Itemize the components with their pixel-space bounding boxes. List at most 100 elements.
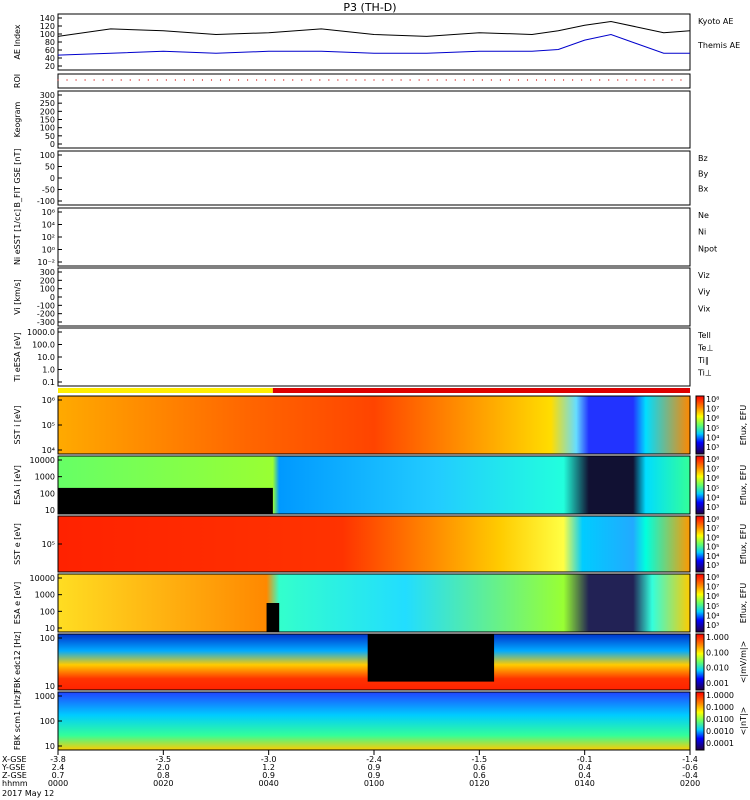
panel-8: ESA i [eV] 10000 1000 100 10 10⁸10⁷10⁶10⁵10⁴1… [13, 455, 748, 515]
roi-dot-29 [319, 79, 321, 81]
yticklabel-5-2: 100 [40, 285, 55, 294]
yticklabel-0-4: 60 [45, 46, 55, 55]
legend-5-0: Viz [698, 271, 710, 280]
legend-6-0: Tell [697, 331, 711, 340]
panel-frame-11 [57, 633, 691, 691]
yticklabel-2-0: 300 [40, 91, 55, 100]
spectrogram-9 [58, 516, 690, 572]
roi-dot-7 [120, 79, 122, 81]
roi-dot-35 [373, 79, 375, 81]
xcol-5-2: 0.4 [578, 771, 591, 780]
roi-dot-8 [129, 79, 131, 81]
yticklabel-5-1: 200 [40, 276, 55, 285]
cbtick-12-3: 0.0010 [706, 727, 734, 736]
xcol-5-1: 0.4 [578, 763, 591, 772]
yticklabel-0-3: 80 [45, 38, 55, 47]
yticklabel-6-2: 10.0 [37, 353, 55, 362]
roi-dot-42 [436, 79, 438, 81]
roi-dot-11 [156, 79, 158, 81]
ylabel-6: Ti eESA [eV] [13, 332, 22, 382]
xcol-4-3: 0120 [469, 779, 489, 788]
panel-bg-3 [58, 151, 690, 205]
roi-dot-54 [544, 79, 547, 81]
yticklabel-0-6: 20 [45, 62, 55, 71]
roi-dot-19 [228, 79, 231, 81]
roi-dot-45 [463, 79, 465, 81]
roi-dot-30 [328, 79, 330, 81]
ylabel-9: SST e [eV] [13, 523, 22, 565]
spectrogram-12 [58, 692, 690, 750]
ylabel-8: ESA i [eV] [13, 465, 22, 505]
yticklabel-4-1: 10⁴ [42, 221, 55, 230]
cblabel-10: Eflux, EFU [739, 583, 748, 624]
roi-dot-26 [292, 79, 294, 81]
roi-dot-36 [382, 79, 384, 81]
esa-block [266, 603, 280, 632]
yticklabel-12-2: 10 [45, 742, 55, 751]
cblabel-9: Eflux, EFU [739, 524, 748, 565]
yticklabel-0-0: 140 [40, 14, 55, 23]
roi-dot-22 [256, 79, 258, 81]
cbtick-10-2: 10⁶ [706, 592, 719, 601]
yticklabel-2-4: 100 [40, 124, 55, 133]
roi-dot-62 [617, 79, 619, 81]
colorbar-9 [695, 515, 705, 573]
yticklabel-7-1: 10⁵ [42, 421, 55, 430]
xcol-1-0: -3.5 [156, 755, 172, 764]
panel-12: FBK scm1 [Hz] 1000 100 10 1.0000 0.1000 0.0100… [13, 691, 748, 751]
roi-dot-43 [445, 79, 447, 81]
cblabel-12: <|nT|> [739, 707, 748, 736]
panel-bg-0 [58, 14, 690, 70]
panel-1: ROI [13, 73, 691, 89]
cbtick-8-0: 10⁸ [706, 455, 719, 464]
xrowlabel-0: X-GSE [2, 755, 27, 764]
legend-5-2: Vix [698, 304, 711, 313]
yticklabel-8-1: 1000 [35, 473, 55, 482]
roi-dot-14 [183, 79, 185, 81]
yticklabel-5-3: 0 [50, 293, 55, 302]
cbtick-11-3: 0.001 [706, 679, 729, 688]
cbtick-12-2: 0.0100 [706, 715, 734, 724]
xcol-1-3: 0020 [153, 779, 173, 788]
roi-dot-0 [57, 79, 59, 81]
legend-3-0: Bz [698, 154, 708, 163]
roi-dot-37 [391, 79, 393, 81]
xcol-3-2: 0.9 [368, 771, 381, 780]
xcol-0-3: 0000 [48, 779, 68, 788]
yticklabel-4-0: 10⁶ [42, 208, 55, 217]
roi-dot-38 [400, 79, 402, 81]
yticklabel-2-3: 150 [40, 116, 55, 125]
roi-dot-66 [653, 79, 655, 81]
roi-dot-3 [84, 79, 86, 81]
ylabel-3: B_FIT GSE [nT] [13, 149, 22, 208]
roi-dot-20 [237, 79, 240, 81]
ylabel-11: FBK edc12 [Hz] [13, 631, 22, 692]
yticklabel-11-0: 100 [40, 634, 55, 643]
yticklabel-7-2: 10⁴ [42, 446, 55, 455]
roi-dot-34 [364, 79, 366, 81]
status-bar-active [272, 388, 690, 393]
colorbar-12 [695, 691, 705, 751]
cbtick-9-0: 10⁸ [706, 515, 719, 524]
yticklabel-4-3: 10⁰ [42, 246, 55, 255]
yticklabel-8-0: 10000 [30, 456, 55, 465]
yticklabel-3-1: 50 [45, 163, 55, 172]
yticklabel-10-3: 10 [45, 624, 55, 633]
yticklabel-3-4: -100 [37, 197, 55, 206]
panel-11: FBK edc12 [Hz] 100 10 1.000 0.100 0.010 0.001 <… [13, 631, 748, 692]
legend-3-1: By [698, 169, 708, 178]
roi-dot-53 [535, 79, 538, 81]
cbtick-9-2: 10⁶ [706, 533, 719, 542]
roi-dot-65 [644, 79, 646, 81]
cbtick-9-1: 10⁷ [706, 524, 719, 533]
xcol-4-2: 0.6 [473, 771, 486, 780]
roi-dot-61 [608, 79, 610, 81]
roi-dot-55 [553, 79, 556, 81]
legend-6-3: Ti⊥ [697, 369, 712, 378]
roi-dot-67 [662, 79, 664, 81]
xrowlabel-2: Z-GSE [2, 771, 27, 780]
yticklabel-0-2: 100 [40, 30, 55, 39]
